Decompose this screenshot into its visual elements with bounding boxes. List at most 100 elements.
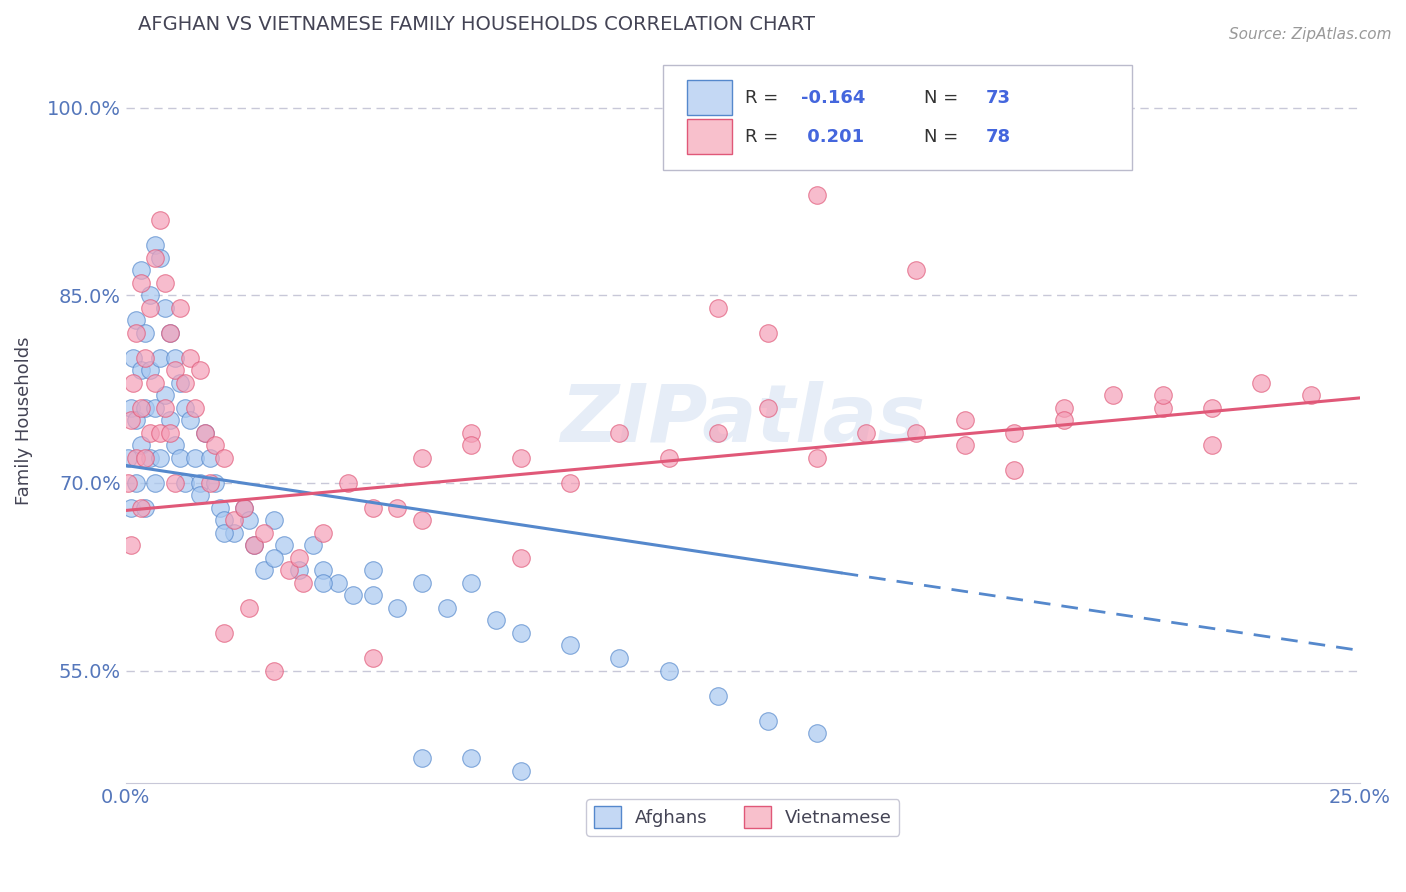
- Point: [361, 564, 384, 578]
- Point: [129, 263, 152, 277]
- Point: [756, 401, 779, 415]
- Point: [214, 525, 236, 540]
- Point: [411, 751, 433, 765]
- Point: [312, 564, 335, 578]
- Point: [460, 425, 482, 440]
- Text: R =: R =: [745, 88, 785, 107]
- Point: [145, 475, 167, 490]
- Text: 73: 73: [986, 88, 1011, 107]
- Point: [129, 276, 152, 290]
- Point: [188, 363, 211, 377]
- Point: [411, 450, 433, 465]
- Point: [214, 626, 236, 640]
- Point: [139, 425, 162, 440]
- Point: [155, 301, 177, 315]
- Point: [129, 500, 152, 515]
- Point: [1152, 388, 1174, 402]
- Point: [122, 376, 145, 390]
- Text: 78: 78: [986, 128, 1011, 145]
- Point: [204, 438, 226, 452]
- Point: [287, 551, 309, 566]
- Point: [243, 539, 266, 553]
- Point: [174, 401, 197, 415]
- Text: N =: N =: [924, 88, 965, 107]
- Point: [149, 425, 172, 440]
- Point: [707, 301, 730, 315]
- Point: [953, 438, 976, 452]
- Point: [263, 513, 285, 527]
- Point: [134, 401, 156, 415]
- Point: [155, 276, 177, 290]
- Point: [159, 413, 181, 427]
- Point: [756, 326, 779, 340]
- Point: [214, 450, 236, 465]
- Point: [120, 539, 142, 553]
- Point: [460, 438, 482, 452]
- Point: [707, 689, 730, 703]
- Point: [149, 351, 172, 365]
- Point: [139, 363, 162, 377]
- Point: [214, 513, 236, 527]
- Point: [224, 513, 246, 527]
- Point: [208, 500, 231, 515]
- Point: [1250, 376, 1272, 390]
- Legend: Afghans, Vietnamese: Afghans, Vietnamese: [586, 799, 900, 836]
- Point: [904, 425, 927, 440]
- Point: [124, 326, 146, 340]
- Point: [312, 576, 335, 591]
- Text: AFGHAN VS VIETNAMESE FAMILY HOUSEHOLDS CORRELATION CHART: AFGHAN VS VIETNAMESE FAMILY HOUSEHOLDS C…: [138, 15, 815, 34]
- Text: 0.201: 0.201: [801, 128, 865, 145]
- Point: [139, 288, 162, 302]
- Point: [120, 500, 142, 515]
- Point: [658, 450, 681, 465]
- Point: [198, 450, 221, 465]
- Point: [134, 450, 156, 465]
- Point: [204, 475, 226, 490]
- Point: [174, 376, 197, 390]
- Point: [658, 664, 681, 678]
- Point: [165, 438, 187, 452]
- Point: [460, 576, 482, 591]
- Point: [904, 263, 927, 277]
- Point: [326, 576, 349, 591]
- Point: [1053, 401, 1076, 415]
- Point: [1053, 413, 1076, 427]
- FancyBboxPatch shape: [662, 65, 1132, 170]
- Point: [174, 475, 197, 490]
- Point: [509, 764, 531, 778]
- Point: [302, 539, 325, 553]
- Point: [159, 326, 181, 340]
- Point: [253, 525, 276, 540]
- Point: [124, 450, 146, 465]
- Point: [361, 651, 384, 665]
- Point: [436, 601, 458, 615]
- Point: [263, 551, 285, 566]
- Point: [179, 413, 201, 427]
- Point: [165, 475, 187, 490]
- Point: [145, 401, 167, 415]
- Point: [1002, 425, 1025, 440]
- Point: [509, 551, 531, 566]
- Point: [117, 475, 139, 490]
- Point: [233, 500, 256, 515]
- Point: [224, 525, 246, 540]
- Point: [263, 664, 285, 678]
- Point: [139, 450, 162, 465]
- Point: [707, 425, 730, 440]
- Text: -0.164: -0.164: [801, 88, 865, 107]
- Point: [145, 238, 167, 252]
- Point: [609, 651, 631, 665]
- Point: [198, 475, 221, 490]
- Point: [342, 589, 364, 603]
- Text: Source: ZipAtlas.com: Source: ZipAtlas.com: [1229, 27, 1392, 42]
- Point: [155, 388, 177, 402]
- Point: [184, 450, 207, 465]
- Point: [558, 639, 581, 653]
- Point: [194, 425, 217, 440]
- Point: [485, 614, 508, 628]
- Point: [159, 425, 181, 440]
- Y-axis label: Family Households: Family Households: [15, 336, 32, 505]
- Point: [194, 425, 217, 440]
- Point: [509, 626, 531, 640]
- Point: [1201, 401, 1223, 415]
